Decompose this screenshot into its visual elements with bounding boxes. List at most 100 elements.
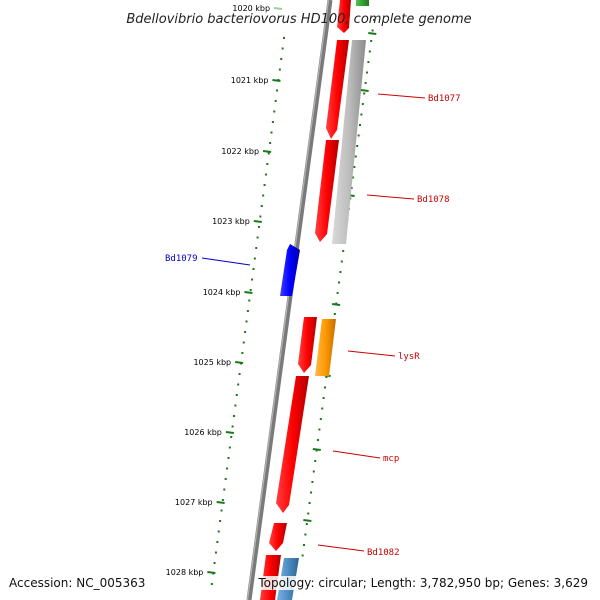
gene-orange[interactable] [315,319,336,376]
track-dot [248,299,251,302]
track-dot [321,407,324,410]
gene-red-5[interactable] [269,523,287,551]
label-leaders [201,93,426,552]
track-dot [255,247,258,249]
track-dot [333,313,336,315]
track-dot [262,194,265,197]
track-dot [310,491,312,494]
outer-tick [360,89,369,92]
track-dot [273,110,276,113]
track-dot [244,331,247,333]
leader-bd1077 [377,93,426,99]
track-dot [280,58,283,60]
track-dot [246,310,249,312]
gene-red-1[interactable] [326,40,349,139]
label-bd1079[interactable]: Bd1079 [165,254,198,264]
track-dot [251,278,254,281]
leader-bd1078 [366,194,415,200]
gene-red-3[interactable] [298,317,317,373]
scale-tick-mark [244,291,253,294]
track-dot [304,533,307,536]
scale-tick-mark [273,7,283,10]
genome-backbone [246,0,333,600]
track-dot [264,173,267,176]
track-dot [216,541,219,543]
track-dot [217,530,220,533]
track-dot [354,155,357,158]
track-dot [311,481,314,483]
scale-tick-label: 1025 kbp [193,358,231,367]
track-dot [361,103,364,105]
scale-tick-mark [253,220,262,223]
track-dot [221,499,224,501]
track-dot [356,145,359,147]
track-dot [283,37,285,39]
leader-bd1082 [317,544,365,552]
label-bd1077[interactable]: Bd1077 [428,94,461,104]
track-dot [237,383,240,386]
leader-mcp [332,450,381,459]
track-dot [342,250,345,252]
track-dot [363,92,366,95]
scale-tick-label: 1026 kbp [184,428,222,437]
scale-tick-label: 1028 kbp [166,568,204,577]
track-dot [231,425,234,428]
gene-top-green[interactable] [356,0,369,6]
track-dot [241,352,244,354]
track-dot [228,446,231,449]
track-dot [252,268,255,270]
track-dot [352,176,354,179]
track-dot [359,124,361,126]
label-mcp[interactable]: mcp [383,454,399,464]
scale-tick-mark [216,501,225,504]
track-dot [270,131,273,134]
gene-red-2[interactable] [315,140,339,242]
track-dot [312,470,315,473]
track-dot [219,520,222,522]
outer-tick [332,303,341,306]
track-dot [305,523,308,525]
track-dot [318,428,321,431]
gene-red-4[interactable] [276,376,309,513]
track-dot [317,439,319,441]
track-dot [353,166,356,168]
track-dot [210,583,213,585]
track-dot [258,226,261,228]
label-lysr[interactable]: lysR [398,352,420,362]
track-dot [350,187,353,189]
track-dot [238,373,241,375]
track-dot [319,418,322,420]
gene-gray[interactable] [332,40,366,244]
track-dot [230,436,233,438]
track-dot [338,281,340,284]
scale-tick-mark [272,79,281,82]
track-dot [373,19,375,21]
scale-tick-label: 1020 kbp [232,4,270,13]
track-dot [276,89,279,92]
track-dot [234,404,237,407]
track-dot [253,257,256,260]
gene-top-red[interactable] [337,0,351,33]
track-dot [271,121,274,123]
track-dot [278,68,281,71]
scale-tick-label: 1027 kbp [175,498,213,507]
track-dot [269,142,272,144]
gene-labels: Bd1077 Bd1078 Bd1079 lysR mcp Bd1082 [165,94,461,558]
track-dot [281,47,284,50]
track-dot [256,236,259,239]
track-dot [266,163,269,165]
track-dot [307,512,310,515]
track-dot [301,554,304,557]
label-bd1082[interactable]: Bd1082 [367,548,400,558]
label-bd1078[interactable]: Bd1078 [417,195,450,205]
track-dot [245,320,248,323]
track-dot [324,386,326,389]
track-dot [370,40,373,42]
gene-blue[interactable] [280,244,300,296]
track-dot [224,478,227,480]
outer-tick [312,448,321,451]
track-dot [314,460,317,462]
scale-tick-label: 1024 kbp [203,288,241,297]
scale-tick-mark [262,150,272,153]
